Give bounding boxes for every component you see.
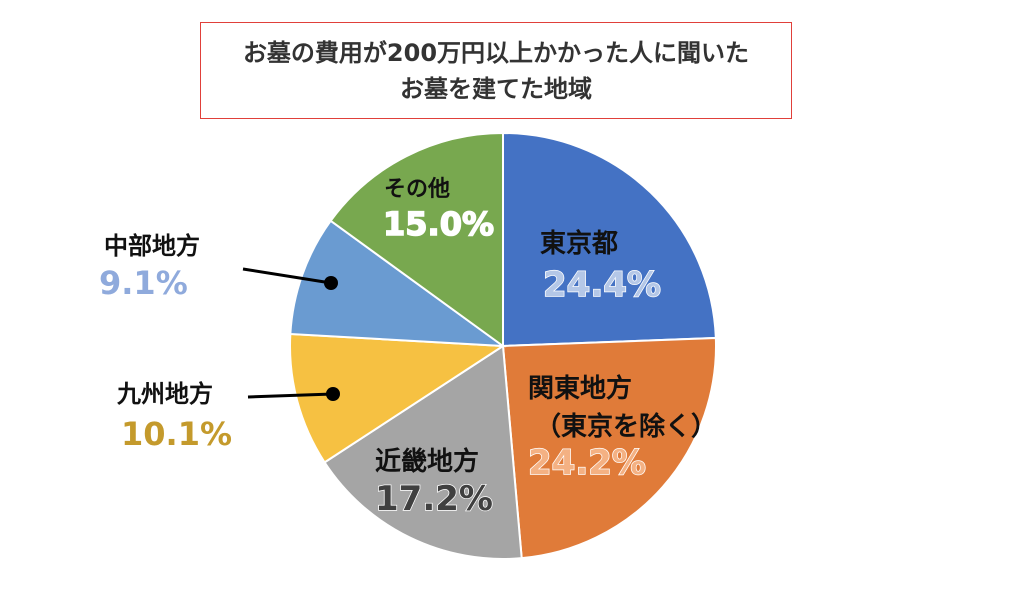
slice-sublabel-kanto: （東京を除く）: [535, 411, 717, 442]
slice-label-kyushu: 九州地方: [116, 380, 213, 408]
pie-slice-other: [329, 131, 504, 348]
chart-title-line1: お墓の費用が200万円以上かかった人に聞いた: [242, 38, 750, 67]
pie-slice-kanto: [501, 336, 717, 560]
leader-line-kyushu: [247, 392, 334, 399]
slice-value-kyushu: 10.1%: [121, 415, 232, 453]
pie-slice-kinki: [323, 344, 523, 560]
pie-slice-tokyo: [502, 131, 717, 348]
leader-dot-kyushu: [326, 387, 340, 401]
leader-line-chubu: [242, 267, 332, 285]
slice-value-chubu: 9.1%: [99, 264, 188, 302]
pie-slice-kyushu: [289, 332, 507, 464]
slice-label-chubu: 中部地方: [104, 232, 200, 260]
leader-dot-chubu: [324, 276, 338, 290]
chart-title-box: お墓の費用が200万円以上かかった人に聞いた お墓を建てた地域: [200, 22, 792, 119]
slice-label-tokyo: 東京都: [540, 228, 618, 259]
pie-slice-chubu: [289, 219, 507, 348]
slice-label-other: その他: [384, 177, 450, 202]
slice-value-other: 15.0%: [383, 205, 494, 243]
slice-value-kanto: 24.2%: [528, 443, 646, 483]
slice-label-kinki: 近畿地方: [375, 446, 479, 477]
chart-title-line2: お墓を建てた地域: [400, 74, 592, 103]
slice-value-tokyo: 24.4%: [543, 265, 661, 305]
slice-label-kanto: 関東地方: [528, 373, 632, 404]
slice-value-kinki: 17.2%: [375, 479, 493, 519]
